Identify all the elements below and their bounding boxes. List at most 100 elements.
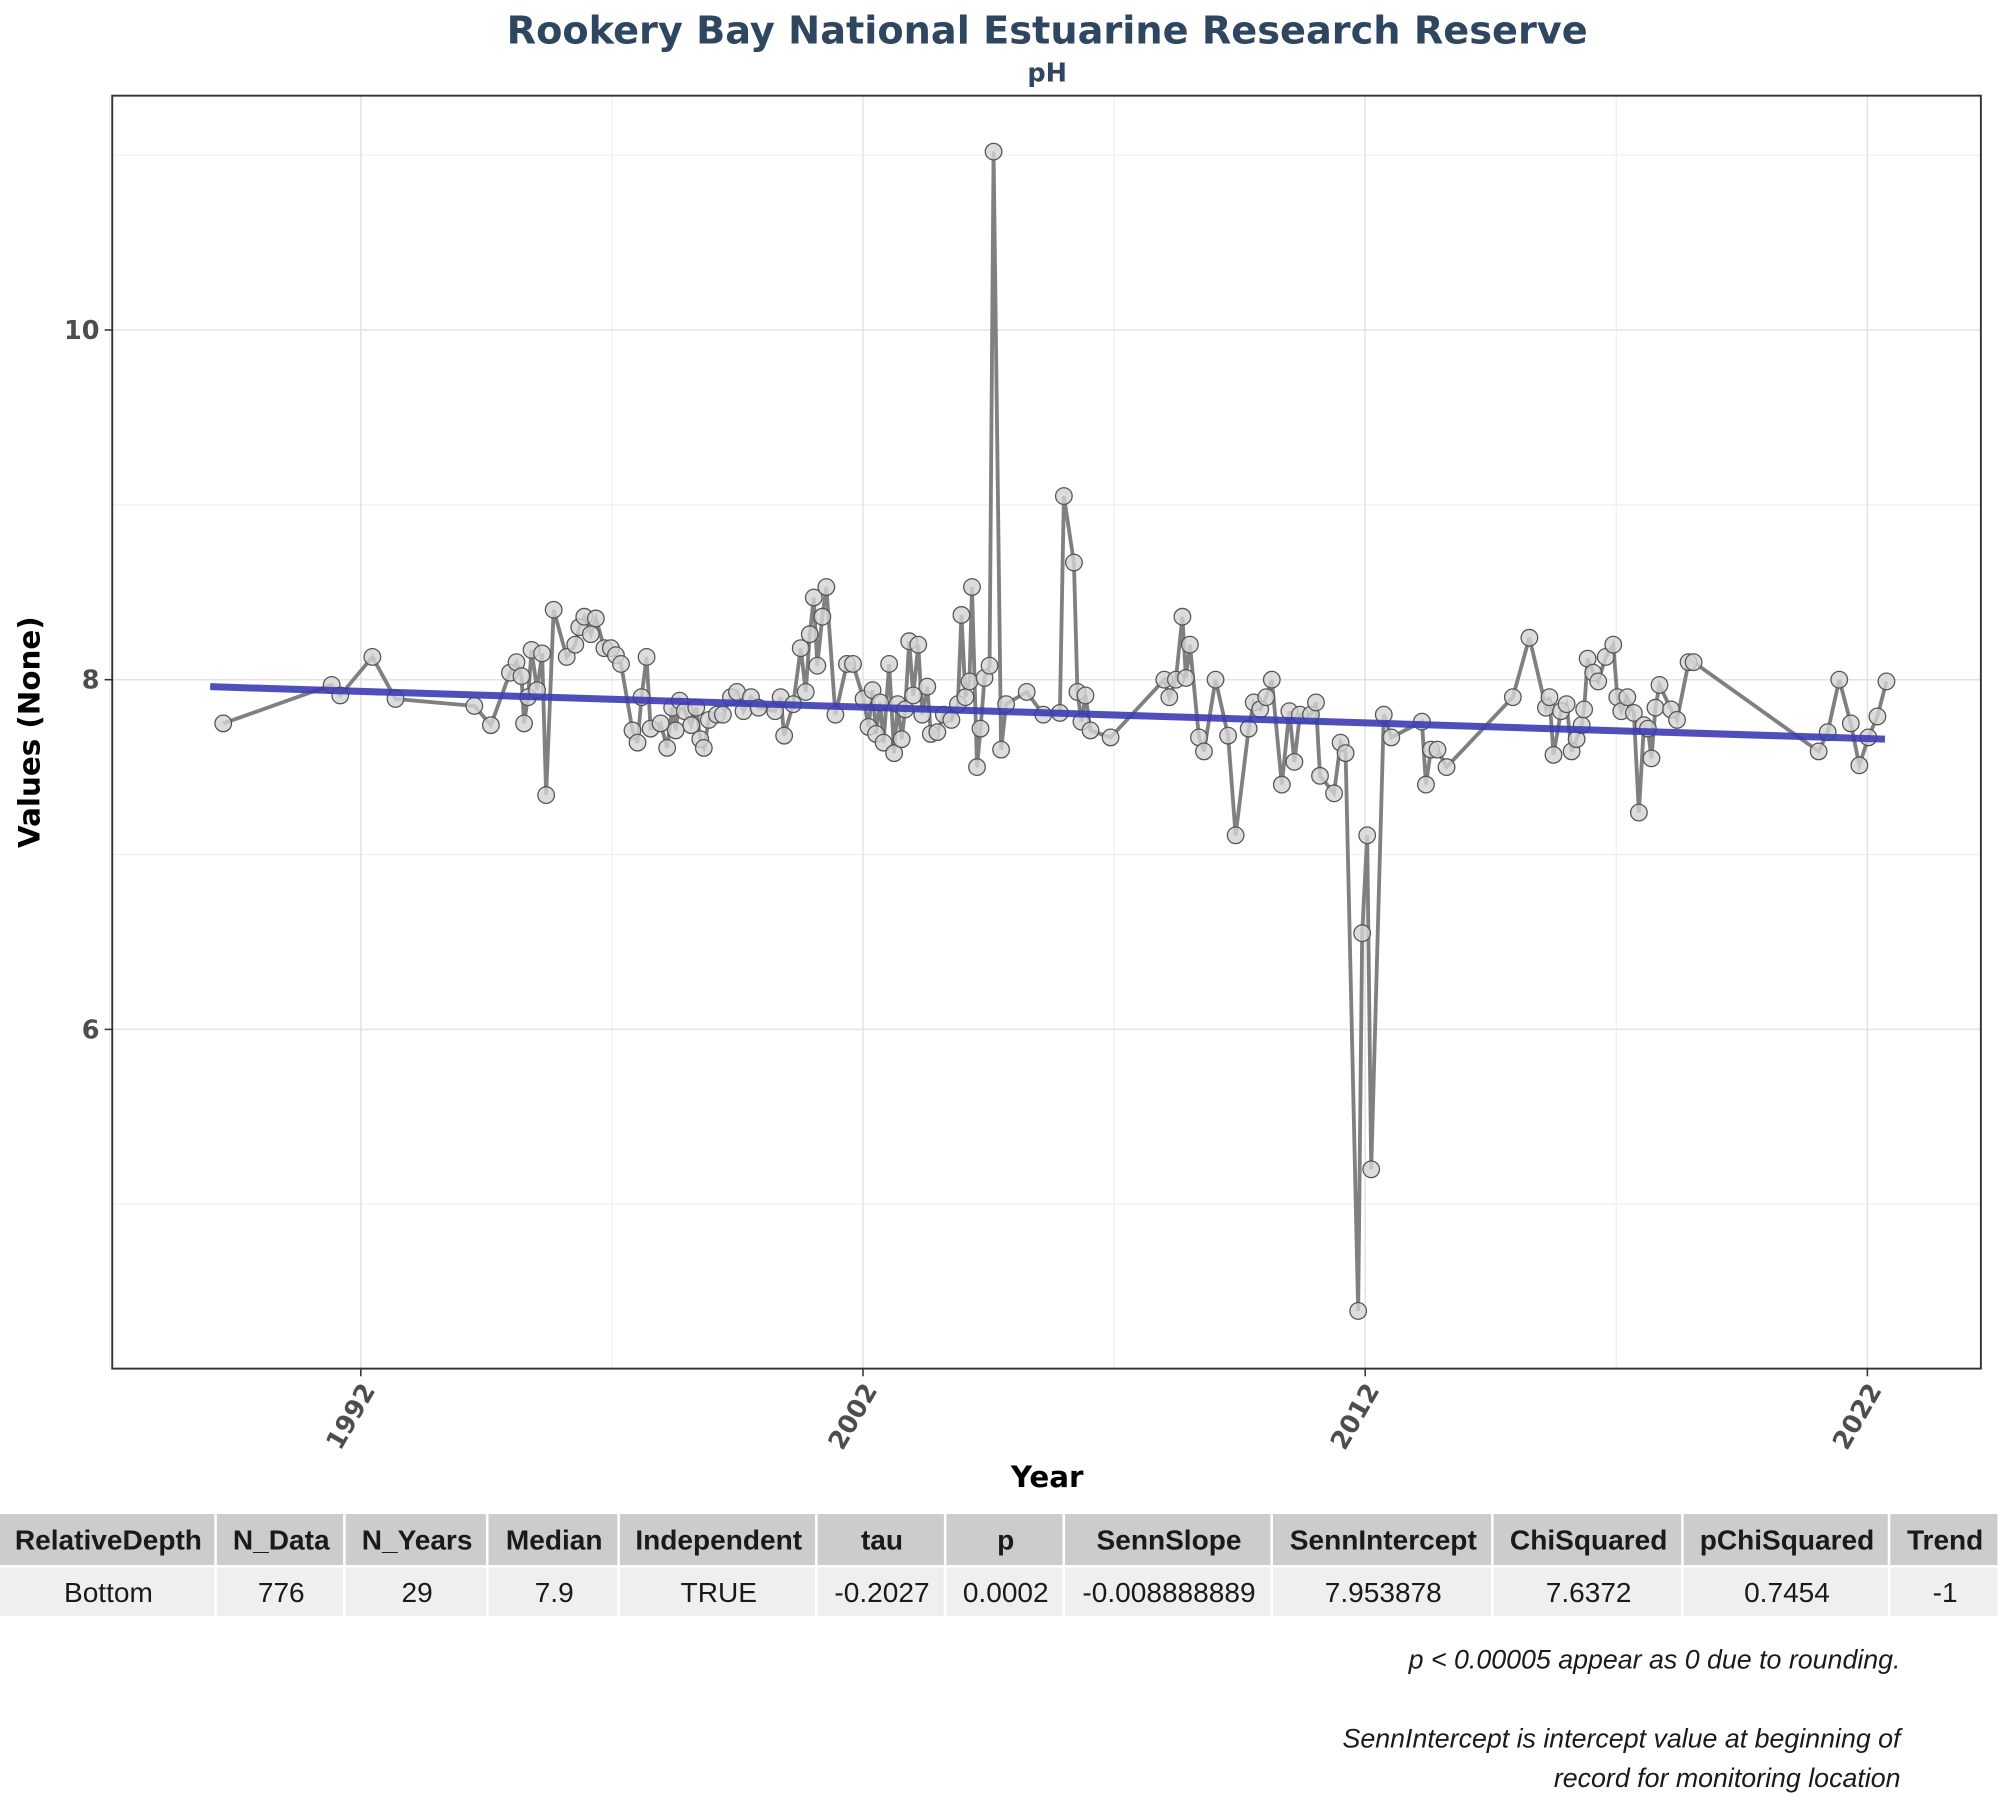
data-point bbox=[817, 578, 836, 596]
header-cell bbox=[619, 1514, 816, 1566]
cell-text: -0.2027 bbox=[834, 1577, 929, 1608]
x-axis-label: Year bbox=[1010, 1460, 1084, 1494]
data-point bbox=[1054, 487, 1073, 506]
data-point bbox=[1272, 775, 1291, 794]
data-point bbox=[1629, 803, 1648, 822]
data-point bbox=[1557, 695, 1576, 714]
table-cell bbox=[619, 1567, 816, 1617]
data-point bbox=[1064, 553, 1083, 572]
x-tick-label: 2002 bbox=[823, 1378, 884, 1454]
table-cell bbox=[946, 1567, 1063, 1617]
data-point bbox=[1206, 670, 1225, 689]
data-point bbox=[694, 738, 713, 757]
data-point bbox=[971, 719, 990, 738]
data-point bbox=[628, 733, 647, 752]
data-point bbox=[1428, 740, 1447, 759]
data-point bbox=[465, 696, 484, 715]
x-tick-label: 1992 bbox=[320, 1378, 381, 1454]
data-point bbox=[796, 682, 815, 701]
data-point bbox=[1877, 672, 1896, 691]
data-point bbox=[612, 655, 630, 673]
data-point bbox=[651, 714, 670, 733]
data-point bbox=[984, 142, 1003, 161]
data-point bbox=[1176, 669, 1195, 687]
data-point bbox=[952, 606, 971, 624]
data-point bbox=[980, 656, 999, 675]
table-cell bbox=[1890, 1567, 1998, 1617]
cell-text: TRUE bbox=[681, 1577, 757, 1608]
data-point bbox=[1081, 721, 1100, 740]
data-point bbox=[666, 721, 685, 740]
header-text: p bbox=[997, 1525, 1014, 1556]
data-point bbox=[1285, 752, 1304, 771]
data-point bbox=[885, 744, 904, 763]
header-cell bbox=[1493, 1514, 1682, 1566]
data-point bbox=[566, 635, 585, 654]
data-point bbox=[1101, 728, 1120, 747]
data-point bbox=[1642, 749, 1661, 768]
cell-text: -0.008888889 bbox=[1082, 1577, 1255, 1608]
data-point bbox=[1618, 688, 1637, 707]
header-text: tau bbox=[861, 1525, 903, 1556]
data-point bbox=[968, 758, 986, 777]
data-point bbox=[1841, 714, 1860, 733]
cell-text: 0.0002 bbox=[963, 1577, 1049, 1608]
data-point bbox=[800, 625, 819, 644]
header-text: N_Data bbox=[233, 1525, 330, 1556]
data-point bbox=[1219, 726, 1238, 745]
data-point bbox=[544, 600, 563, 619]
data-point bbox=[1417, 775, 1435, 794]
data-point bbox=[1850, 756, 1869, 775]
data-point bbox=[481, 716, 500, 735]
trend-line bbox=[210, 683, 1886, 743]
data-point bbox=[1325, 784, 1343, 803]
data-point bbox=[928, 723, 947, 742]
header-text: RelativeDepth bbox=[15, 1525, 202, 1556]
header-text: SennIntercept bbox=[1290, 1525, 1477, 1556]
table-cell bbox=[216, 1567, 344, 1617]
data-point bbox=[1358, 826, 1377, 845]
data-point bbox=[1589, 672, 1608, 691]
data-point bbox=[581, 625, 600, 644]
data-point bbox=[1017, 682, 1036, 701]
table-cell bbox=[1065, 1567, 1271, 1617]
y-tick-label: 10 bbox=[64, 316, 99, 346]
data-point bbox=[363, 648, 382, 666]
data-point bbox=[557, 648, 576, 666]
y-tick-label: 8 bbox=[82, 666, 100, 696]
data-point bbox=[804, 588, 823, 607]
note: p < 0.00005 appear as 0 due to rounding. bbox=[1408, 1644, 1901, 1674]
data-point bbox=[1349, 1301, 1368, 1320]
cell-text: -1 bbox=[1933, 1577, 1958, 1608]
chart-title: Rookery Bay National Estuarine Research … bbox=[507, 8, 1588, 53]
data-point bbox=[1604, 635, 1623, 654]
cell-text: 29 bbox=[401, 1577, 432, 1608]
data-point bbox=[904, 686, 923, 705]
data-point bbox=[791, 639, 810, 658]
table-cell bbox=[817, 1567, 944, 1617]
header-text: SennSlope bbox=[1097, 1525, 1242, 1556]
table-cell bbox=[1493, 1567, 1682, 1617]
note: record for monitoring location bbox=[1554, 1763, 1901, 1793]
data-point bbox=[956, 688, 975, 707]
data-point bbox=[1382, 728, 1401, 747]
data-point bbox=[1181, 635, 1199, 654]
table-cell bbox=[1272, 1567, 1492, 1617]
data-point bbox=[1353, 924, 1372, 943]
data-point bbox=[537, 786, 556, 805]
data-point bbox=[1226, 826, 1245, 845]
chart-subtitle: pH bbox=[1027, 59, 1067, 89]
cell-text: 7.953878 bbox=[1325, 1577, 1442, 1608]
data-point bbox=[1624, 703, 1643, 722]
data-point bbox=[1684, 653, 1703, 672]
cell-text: Bottom bbox=[64, 1577, 153, 1608]
header-text: pChiSquared bbox=[1700, 1525, 1875, 1556]
data-point bbox=[1160, 688, 1179, 707]
header-cell bbox=[345, 1514, 486, 1566]
header-cell bbox=[946, 1514, 1063, 1566]
data-point bbox=[586, 609, 605, 628]
data-point bbox=[1362, 1160, 1381, 1179]
data-point bbox=[775, 726, 794, 745]
table-cell bbox=[488, 1567, 618, 1617]
